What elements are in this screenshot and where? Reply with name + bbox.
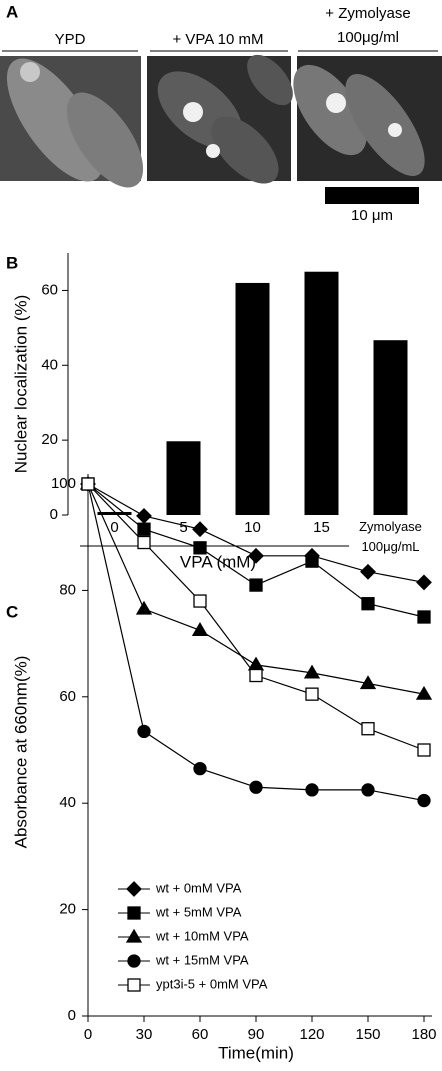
image-label: + Zymolyase <box>325 5 410 22</box>
marker <box>192 521 208 538</box>
marker <box>359 675 377 690</box>
legend-label: ypt3i-5 + 0mM VPA <box>156 976 268 991</box>
x-tick-label: 90 <box>248 1026 265 1043</box>
y-tick-label: 40 <box>59 794 76 811</box>
marker <box>249 668 263 683</box>
x-tick-label: 120 <box>299 1026 324 1043</box>
marker <box>191 622 209 636</box>
y-tick-label: 100 <box>51 475 76 492</box>
x-tick-label: 150 <box>355 1026 380 1043</box>
marker <box>81 477 95 491</box>
marker <box>417 743 431 757</box>
y-tick-label: 20 <box>41 431 58 448</box>
image-label: YPD <box>55 31 86 48</box>
marker <box>249 780 263 794</box>
bar <box>97 512 132 515</box>
image-label: + VPA 10 mM <box>172 31 263 48</box>
marker <box>305 783 319 797</box>
marker <box>416 574 432 591</box>
image-label: 100μg/ml <box>337 29 399 46</box>
y-tick-label: 60 <box>41 281 58 298</box>
marker <box>417 610 431 624</box>
micrographs <box>0 54 442 188</box>
marker <box>127 978 141 992</box>
x-tick-label: Zymolyase 100μg/mL <box>359 519 422 554</box>
marker <box>125 928 143 943</box>
marker <box>126 881 142 897</box>
marker <box>248 547 264 564</box>
bar <box>304 271 339 515</box>
y-tick-label: 80 <box>59 581 76 598</box>
x-tick-label: 5 <box>179 519 187 536</box>
marker <box>361 597 375 611</box>
marker <box>193 761 207 776</box>
marker <box>247 656 265 671</box>
y-tick-label: 40 <box>41 356 58 373</box>
y-tick-label: 0 <box>68 1007 76 1024</box>
marker <box>417 793 431 808</box>
marker <box>361 722 375 736</box>
y-tick-label: 20 <box>59 901 76 918</box>
x-tick-label: 180 <box>411 1026 436 1043</box>
x-tick-label: 15 <box>313 519 330 536</box>
y-tick-label: 60 <box>59 688 76 705</box>
marker <box>136 508 152 524</box>
x-axis-label: VPA (mM) <box>180 552 256 571</box>
x-tick-label: 10 <box>244 519 261 536</box>
marker <box>305 687 319 701</box>
marker <box>361 783 375 797</box>
panel-label: C <box>6 602 18 621</box>
bar <box>166 441 201 515</box>
marker <box>303 664 321 679</box>
panel-label: A <box>6 2 18 21</box>
marker <box>137 522 151 536</box>
legend-label: wt + 0mM VPA <box>155 880 242 895</box>
y-tick-label: 0 <box>50 506 58 523</box>
legend-label: wt + 5mM VPA <box>155 904 242 919</box>
x-tick-label: 60 <box>192 1026 209 1043</box>
marker <box>360 563 376 580</box>
y-axis-label: Absorbance at 660nm(%) <box>11 656 30 849</box>
marker <box>193 541 207 555</box>
marker <box>193 594 207 608</box>
legend-label: wt + 15mM VPA <box>155 952 249 967</box>
y-axis-label: Nuclear localization (%) <box>11 295 30 474</box>
marker <box>135 600 153 615</box>
marker <box>305 554 319 568</box>
marker <box>137 535 151 550</box>
bar <box>235 282 270 515</box>
scale-bar <box>325 187 419 204</box>
marker <box>127 906 141 920</box>
x-tick-label: 0 <box>84 1026 92 1043</box>
x-axis-label: Time(min) <box>218 1043 294 1062</box>
scale-bar-label: 10 μm <box>351 207 393 224</box>
x-tick-label: 30 <box>136 1026 153 1043</box>
marker <box>137 724 151 739</box>
panel-label: B <box>6 253 18 272</box>
bar <box>373 340 408 515</box>
legend-label: wt + 10mM VPA <box>155 928 249 943</box>
x-tick-label: 0 <box>110 519 118 536</box>
marker <box>127 954 141 968</box>
marker <box>415 685 433 700</box>
marker <box>249 578 263 592</box>
